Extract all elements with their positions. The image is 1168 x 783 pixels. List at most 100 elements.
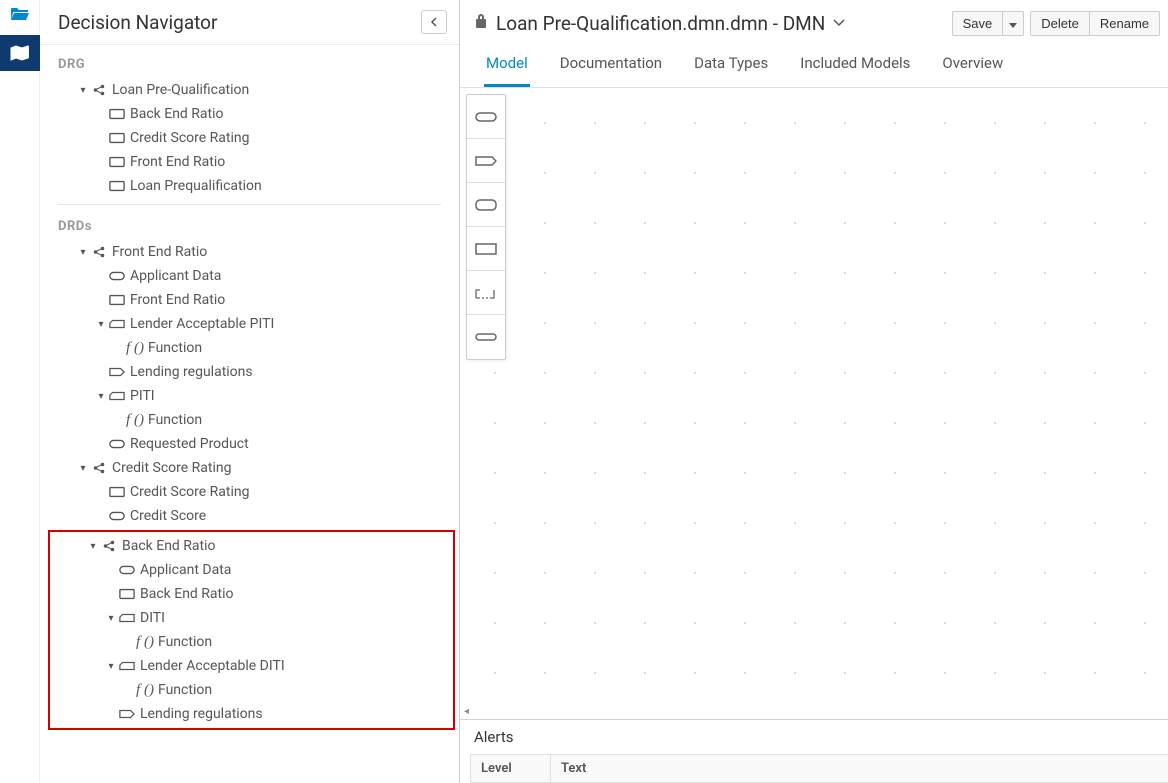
share-icon: [90, 245, 108, 259]
fn-icon: f (): [126, 340, 144, 357]
file-title[interactable]: Loan Pre-Qualification.dmn.dmn - DMN: [474, 12, 845, 35]
input-icon: [108, 269, 126, 283]
tree-label: Function: [158, 682, 212, 698]
decision-icon: [108, 131, 126, 145]
caret-icon: ▾: [76, 85, 90, 96]
drd-item-0-0[interactable]: Applicant Data: [40, 264, 459, 288]
tree-label: Credit Score Rating: [112, 460, 231, 476]
drd-group-2[interactable]: ▾Back End Ratio: [50, 534, 453, 558]
decision-icon: [108, 155, 126, 169]
drg-item-3[interactable]: Loan Prequalification: [40, 174, 459, 198]
tree-label: Lender Acceptable PITI: [130, 316, 274, 332]
tab-included-models[interactable]: Included Models: [798, 44, 912, 87]
folder-open-icon[interactable]: [10, 6, 30, 27]
drd-item-2-2[interactable]: ▾DITI: [50, 606, 453, 630]
main-panel: Loan Pre-Qualification.dmn.dmn - DMN Sav…: [460, 0, 1168, 783]
header-actions: Save Delete Rename: [952, 11, 1160, 36]
ks-icon: [118, 707, 136, 721]
drd-group-0[interactable]: ▾ Front End Ratio: [40, 240, 459, 264]
drds-section-label: DRDs: [40, 211, 459, 240]
tab-overview[interactable]: Overview: [940, 44, 1005, 87]
tree-label: Credit Score: [130, 508, 206, 524]
alerts-title: Alerts: [460, 720, 1168, 754]
tree-label: DITI: [140, 610, 165, 626]
drd-subitem-2-3-0[interactable]: f ()Function: [50, 678, 453, 702]
caret-icon: ▾: [94, 319, 108, 330]
drd-item-1-1[interactable]: Credit Score: [40, 504, 459, 528]
drd-item-2-1[interactable]: Back End Ratio: [50, 582, 453, 606]
tree-label: Applicant Data: [140, 562, 231, 578]
sidebar-title: Decision Navigator: [58, 11, 217, 34]
decision-icon: [108, 485, 126, 499]
caret-icon: ▾: [76, 463, 90, 474]
alerts-col-text[interactable]: Text: [551, 755, 1168, 783]
decision-icon: [108, 107, 126, 121]
drd-item-2-3[interactable]: ▾Lender Acceptable DITI: [50, 654, 453, 678]
dmn-diagram[interactable]: LoanPrequalificationFront EndRatioCredit…: [460, 88, 760, 238]
bkm-icon: [118, 611, 136, 625]
drd-item-0-4[interactable]: ▾ PITI: [40, 384, 459, 408]
scroll-left-icon[interactable]: ◂: [464, 706, 469, 717]
drd-subitem-0-4-0[interactable]: f ()Function: [40, 408, 459, 432]
drd-item-2-4[interactable]: Lending regulations: [50, 702, 453, 726]
drd-item-0-3[interactable]: Lending regulations: [40, 360, 459, 384]
save-button[interactable]: Save: [952, 11, 1003, 36]
drg-item-2[interactable]: Front End Ratio: [40, 150, 459, 174]
drg-item-1[interactable]: Credit Score Rating: [40, 126, 459, 150]
delete-button[interactable]: Delete: [1030, 11, 1089, 36]
decision-icon: [108, 293, 126, 307]
tab-data-types[interactable]: Data Types: [692, 44, 770, 87]
fn-icon: f (): [136, 634, 154, 651]
drg-root[interactable]: ▾ Loan Pre-Qualification: [40, 78, 459, 102]
tab-documentation[interactable]: Documentation: [558, 44, 664, 87]
caret-icon: ▾: [76, 247, 90, 258]
tree-label: Function: [158, 634, 212, 650]
tree-label: Function: [148, 412, 202, 428]
drd-subitem-0-2-0[interactable]: f ()Function: [40, 336, 459, 360]
alerts-col-level[interactable]: Level: [471, 755, 551, 783]
tree-label: PITI: [130, 388, 155, 404]
drd-item-0-5[interactable]: Requested Product: [40, 432, 459, 456]
bkm-icon: [108, 389, 126, 403]
drg-section-label: DRG: [40, 49, 459, 78]
tabs: Model Documentation Data Types Included Mod…: [460, 44, 1168, 88]
save-button-group: Save: [952, 11, 1025, 36]
input-icon: [108, 509, 126, 523]
caret-icon: ▾: [86, 541, 100, 552]
canvas-area[interactable]: LoanPrequalificationFront EndRatioCredit…: [460, 88, 1168, 719]
caret-icon: ▾: [94, 391, 108, 402]
tree-label: Back End Ratio: [140, 586, 234, 602]
drd-item-0-2[interactable]: ▾ Lender Acceptable PITI: [40, 312, 459, 336]
drd-item-2-0[interactable]: Applicant Data: [50, 558, 453, 582]
drg-item-0[interactable]: Back End Ratio: [40, 102, 459, 126]
alerts-panel: Alerts Level Text: [460, 719, 1168, 783]
map-icon[interactable]: [0, 35, 40, 71]
tab-model[interactable]: Model: [484, 44, 530, 87]
share-icon: [100, 539, 118, 553]
left-rail: [0, 0, 40, 783]
bkm-icon: [108, 317, 126, 331]
tree-label: Front End Ratio: [130, 292, 225, 308]
palette-item-5[interactable]: [467, 315, 505, 359]
nav-tree: DRG ▾ Loan Pre-Qualification Back End Ratio…: [40, 45, 459, 783]
drd-item-0-1[interactable]: Front End Ratio: [40, 288, 459, 312]
drd-group-1[interactable]: ▾ Credit Score Rating: [40, 456, 459, 480]
save-dropdown-button[interactable]: [1002, 11, 1024, 36]
tree-label: Lender Acceptable DITI: [140, 658, 285, 674]
tree-label: Lending regulations: [140, 706, 263, 722]
collapse-sidebar-button[interactable]: [421, 10, 447, 34]
drd-item-1-0[interactable]: Credit Score Rating: [40, 480, 459, 504]
delete-rename-group: Delete Rename: [1030, 11, 1160, 36]
tree-label: Loan Pre-Qualification: [112, 82, 249, 98]
tree-label: Credit Score Rating: [130, 130, 249, 146]
input-icon: [118, 563, 136, 577]
bkm-icon: [118, 659, 136, 673]
fn-icon: f (): [136, 682, 154, 699]
decision-icon: [118, 587, 136, 601]
tree-label: Front End Ratio: [130, 154, 225, 170]
tree-label: Front End Ratio: [112, 244, 207, 260]
tree-label: Credit Score Rating: [130, 484, 249, 500]
rename-button[interactable]: Rename: [1089, 11, 1160, 36]
palette-item-4[interactable]: [467, 271, 505, 315]
drd-subitem-2-2-0[interactable]: f ()Function: [50, 630, 453, 654]
